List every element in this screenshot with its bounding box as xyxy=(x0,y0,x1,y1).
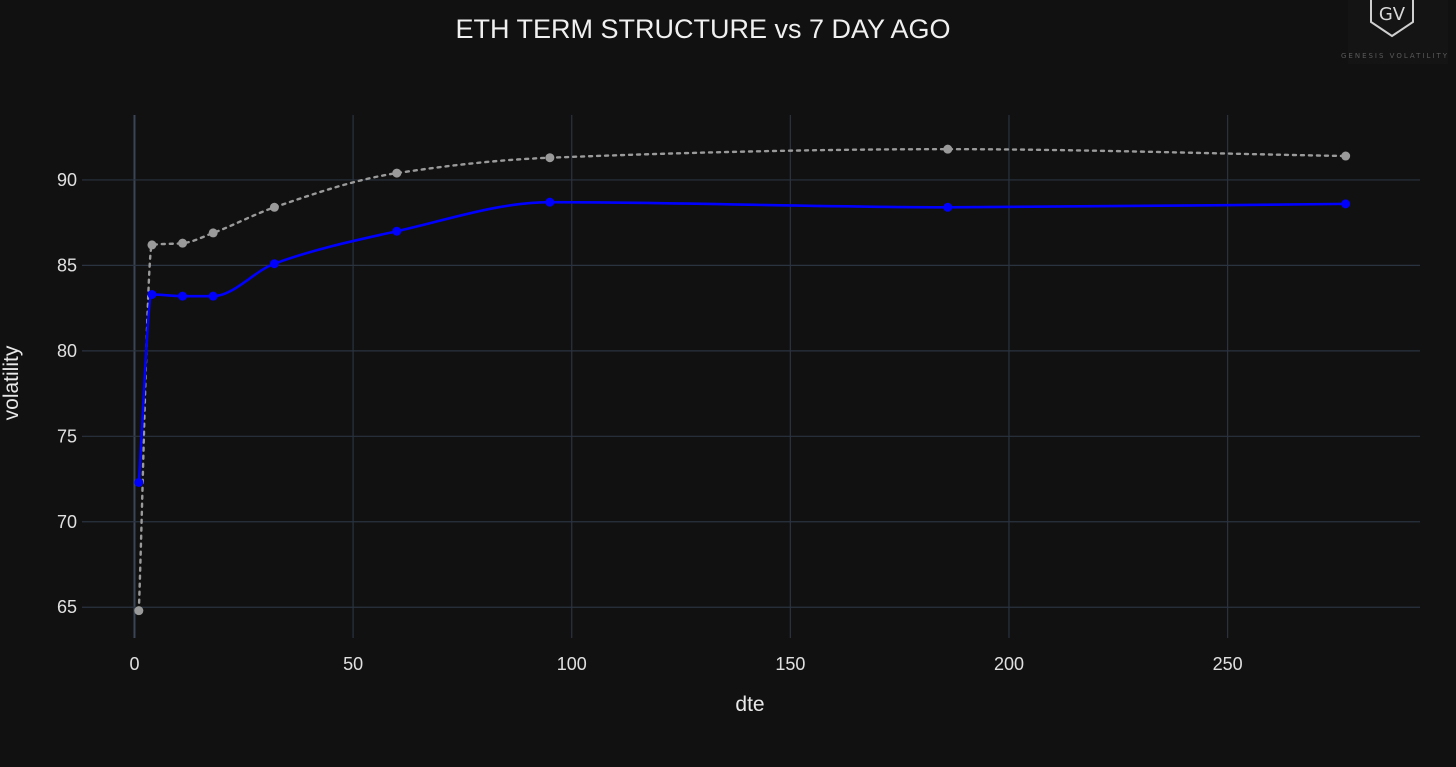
series-layer xyxy=(134,144,1351,616)
y-tick-label: 75 xyxy=(57,426,77,446)
series-0 xyxy=(134,144,1351,616)
y-axis-label: volatility xyxy=(0,345,23,420)
data-point xyxy=(1341,199,1351,209)
x-tick-label: 200 xyxy=(994,654,1024,674)
data-point xyxy=(269,259,279,269)
data-point xyxy=(147,289,157,299)
x-tick-label: 100 xyxy=(557,654,587,674)
y-tick-label: 85 xyxy=(57,255,77,275)
x-tick-label: 0 xyxy=(129,654,139,674)
chart-title: ETH TERM STRUCTURE vs 7 DAY AGO xyxy=(455,14,950,44)
x-tick-label: 150 xyxy=(775,654,805,674)
data-point xyxy=(545,197,555,207)
y-tick-label: 65 xyxy=(57,597,77,617)
data-point xyxy=(208,291,218,301)
y-tick-label: 80 xyxy=(57,341,77,361)
y-tick-label: 70 xyxy=(57,512,77,532)
data-point xyxy=(269,202,279,212)
data-point xyxy=(178,238,188,248)
x-tick-label: 50 xyxy=(343,654,363,674)
series-1 xyxy=(134,197,1351,487)
data-point xyxy=(545,153,555,163)
genesis-volatility-logo: GV GENESIS VOLATILITY xyxy=(1341,0,1449,64)
data-point xyxy=(1341,151,1351,161)
x-axis-label: dte xyxy=(735,693,764,716)
logo-text: GENESIS VOLATILITY xyxy=(1341,52,1449,60)
data-point xyxy=(208,228,218,238)
data-point xyxy=(943,144,953,154)
data-point xyxy=(134,477,144,487)
data-point xyxy=(943,202,953,212)
grid-lines xyxy=(82,115,1420,638)
shield-icon xyxy=(1370,0,1414,38)
data-point xyxy=(392,226,402,236)
tick-labels: 0 50 100 150 200 250 65 70 75 80 85 90 xyxy=(57,170,1243,674)
x-tick-label: 250 xyxy=(1213,654,1243,674)
series-line xyxy=(137,147,1347,612)
data-point xyxy=(178,291,188,301)
data-point xyxy=(134,606,144,616)
data-point xyxy=(147,240,157,250)
logo-mark: GV xyxy=(1379,4,1406,25)
data-point xyxy=(392,168,402,178)
series-line xyxy=(137,200,1347,484)
y-tick-label: 90 xyxy=(57,170,77,190)
